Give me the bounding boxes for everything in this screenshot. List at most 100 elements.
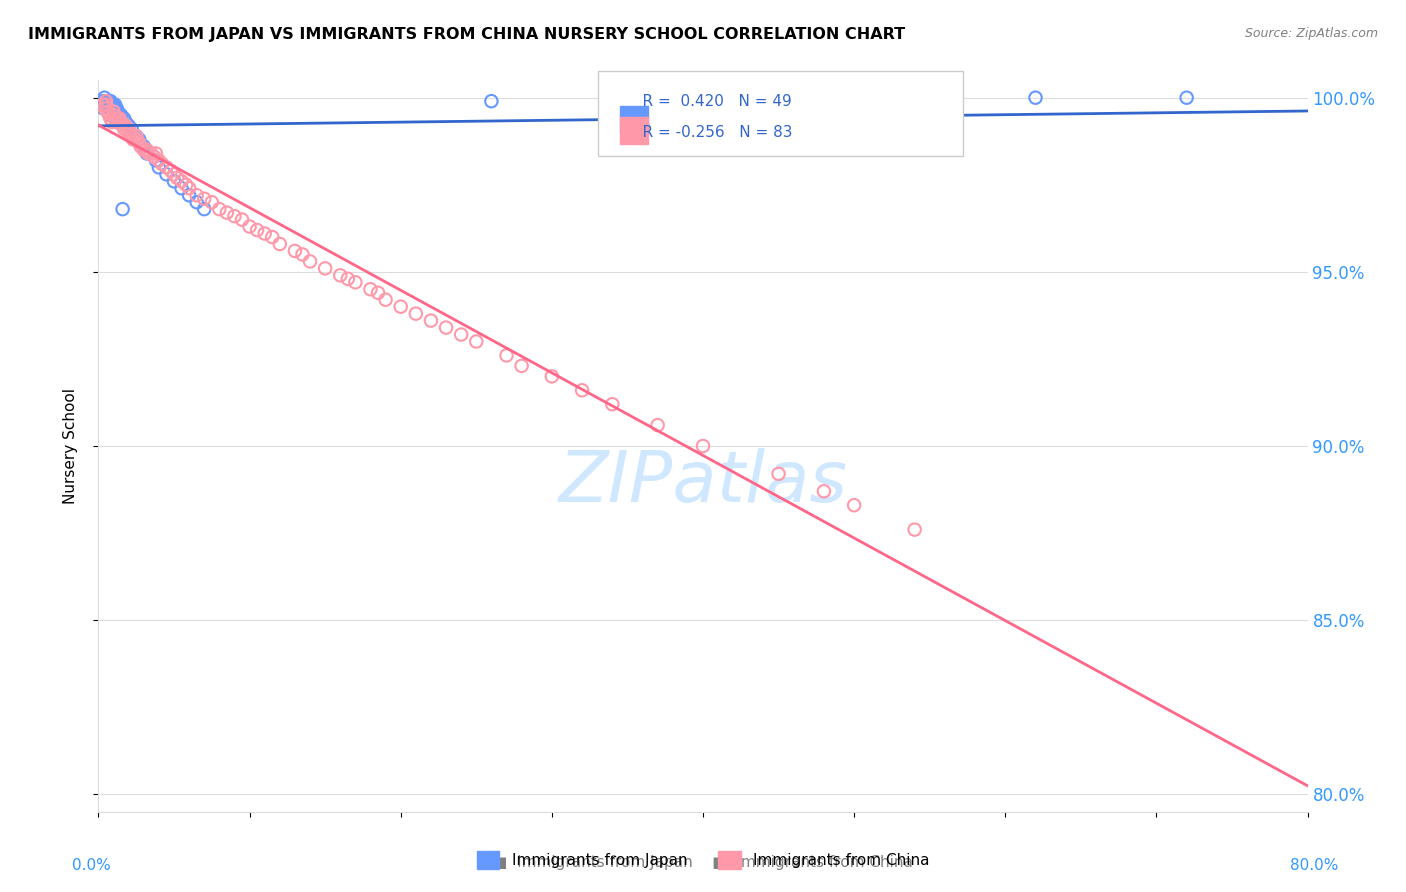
Point (93, 101, 115, 115)
Point (510, 359, 533, 373)
Point (122, 132, 145, 146)
Point (91, 101, 114, 115)
Point (91, 94, 114, 108)
Point (90, 97, 112, 112)
Point (215, 205, 238, 219)
Point (465, 334, 488, 349)
Point (104, 101, 127, 115)
Point (118, 122, 141, 136)
Point (367, 285, 389, 300)
Point (186, 195, 208, 210)
Point (96, 97, 118, 112)
Legend: Immigrants from Japan, Immigrants from China: Immigrants from Japan, Immigrants from C… (471, 845, 935, 875)
Point (96, 101, 118, 115)
Point (647, 418, 669, 433)
Point (450, 327, 472, 342)
Point (434, 320, 457, 334)
Text: ■  Immigrants from Japan    ■  Immigrants from China: ■ Immigrants from Japan ■ Immigrants fro… (494, 855, 912, 871)
Point (94, 94, 117, 108)
Point (103, 101, 125, 115)
Point (100, 101, 122, 115)
Point (420, 313, 443, 327)
Point (112, 122, 135, 136)
Point (201, 195, 224, 210)
Point (96, 101, 118, 115)
Point (107, 112, 129, 126)
Point (136, 146, 159, 161)
Point (145, 153, 167, 168)
Point (98, 97, 121, 112)
Point (284, 244, 307, 258)
Text: ZIPatlas: ZIPatlas (558, 448, 848, 517)
Point (104, 112, 127, 126)
Point (103, 97, 125, 112)
Point (128, 132, 150, 146)
Point (336, 272, 359, 286)
Point (135, 143, 157, 157)
Point (246, 223, 269, 237)
Point (170, 174, 193, 188)
Point (141, 146, 163, 161)
Point (132, 143, 155, 157)
Point (148, 153, 170, 168)
Point (389, 300, 412, 314)
Point (314, 261, 336, 276)
Point (118, 119, 141, 133)
Point (193, 202, 215, 216)
Point (93, 91, 115, 105)
Point (103, 108, 125, 122)
Point (118, 126, 141, 140)
Point (174, 178, 197, 192)
Point (120, 126, 142, 140)
Point (111, 119, 134, 133)
Point (602, 397, 624, 411)
Point (101, 115, 124, 129)
Point (105, 101, 128, 115)
Point (94, 97, 117, 112)
Point (571, 384, 593, 398)
Point (103, 104, 125, 119)
Text: IMMIGRANTS FROM JAPAN VS IMMIGRANTS FROM CHINA NURSERY SCHOOL CORRELATION CHART: IMMIGRANTS FROM JAPAN VS IMMIGRANTS FROM… (28, 27, 905, 42)
Point (170, 181, 193, 195)
Point (91, 97, 114, 112)
Point (692, 439, 714, 453)
Point (128, 136, 150, 150)
Point (179, 181, 201, 195)
Point (94, 94, 117, 108)
Point (145, 146, 167, 161)
Point (495, 348, 517, 362)
Point (239, 219, 262, 234)
Point (101, 97, 124, 112)
Point (155, 161, 177, 175)
Point (1175, 91, 1198, 105)
Point (108, 112, 131, 126)
Point (98, 94, 121, 108)
Point (186, 188, 208, 202)
Point (150, 157, 173, 171)
Text: Source: ZipAtlas.com: Source: ZipAtlas.com (1244, 27, 1378, 40)
Point (100, 94, 122, 108)
Point (344, 275, 367, 289)
Point (163, 174, 186, 188)
Point (93, 94, 115, 108)
Point (143, 150, 166, 164)
Text: R = -0.256   N = 83: R = -0.256 N = 83 (623, 125, 793, 140)
Point (253, 227, 276, 241)
Point (96, 104, 118, 119)
Point (224, 209, 246, 223)
Point (96, 94, 118, 108)
Point (768, 467, 790, 481)
Point (98, 101, 121, 115)
Point (481, 94, 503, 108)
Point (405, 307, 427, 321)
Point (112, 112, 135, 126)
Point (98, 108, 121, 122)
Point (115, 122, 138, 136)
Point (155, 167, 177, 181)
Text: 0.0%: 0.0% (72, 858, 111, 872)
Point (1024, 91, 1046, 105)
Point (110, 108, 132, 122)
Point (96, 97, 118, 112)
Point (208, 202, 231, 216)
Point (291, 247, 314, 261)
